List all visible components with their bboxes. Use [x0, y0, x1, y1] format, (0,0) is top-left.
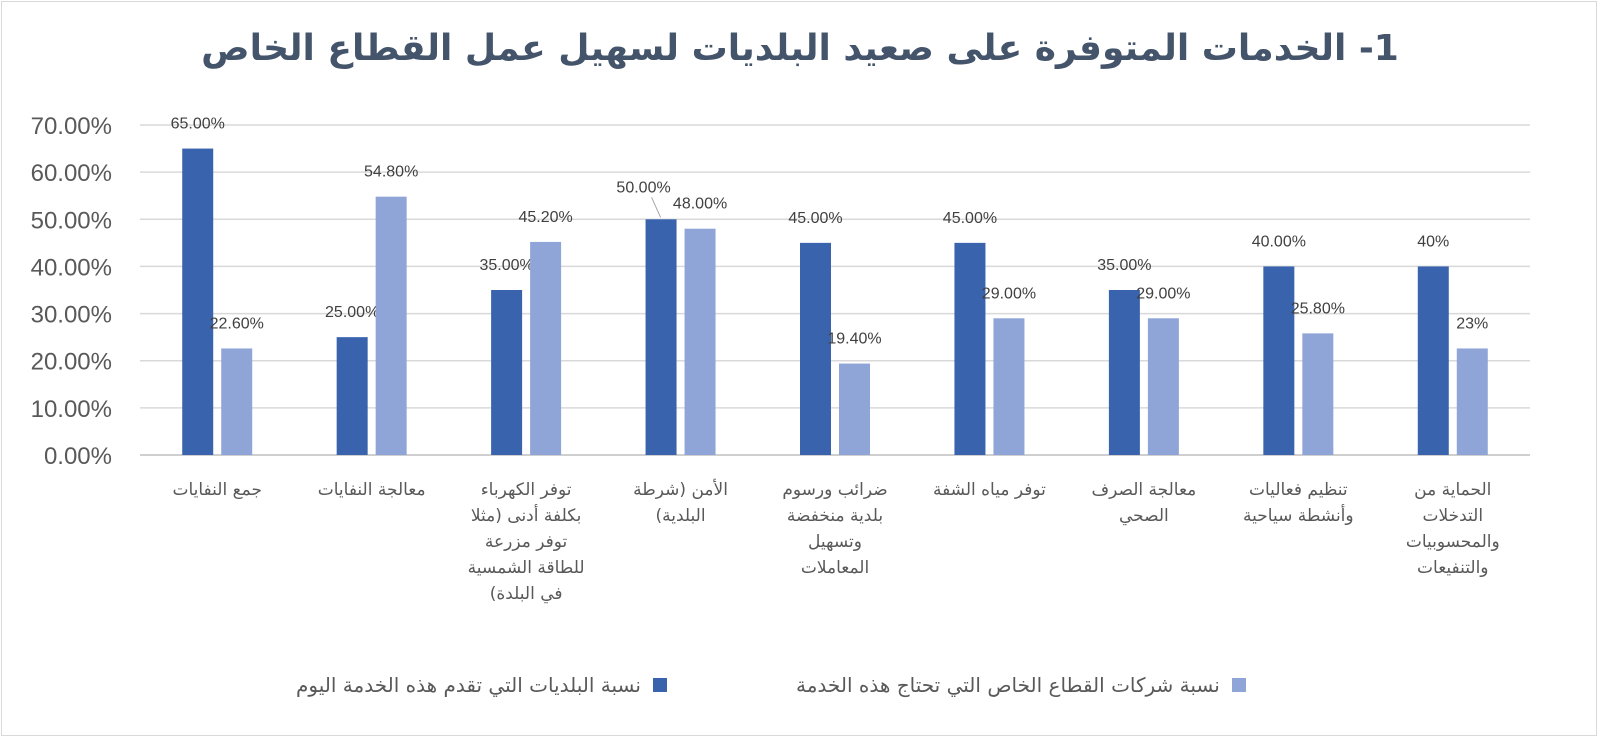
- data-label: 45.00%: [943, 210, 997, 227]
- legend-item-series-2: نسبة شركات القطاع الخاص التي تحتاج هذه ا…: [796, 670, 1246, 700]
- bar-series-2: [684, 228, 716, 455]
- bar-series-2: [530, 241, 562, 455]
- category-label: الصحي: [1119, 506, 1169, 526]
- data-label: 35.00%: [1097, 257, 1151, 274]
- category-label: توفر مياه الشفة: [933, 480, 1046, 500]
- category-label: البلدية): [656, 506, 706, 526]
- y-tick-label: 40.00%: [31, 254, 112, 281]
- chart-title: 1- الخدمات المتوفرة على صعيد البلديات لس…: [201, 28, 1399, 69]
- category-label: الحماية من: [1414, 480, 1491, 500]
- y-tick-label: 30.00%: [31, 302, 112, 329]
- bar-series-1: [800, 242, 831, 455]
- category-label: المعاملات: [801, 558, 869, 578]
- data-label: 50.00%: [616, 179, 670, 196]
- leader-line: [651, 197, 662, 218]
- y-tick-label: 60.00%: [31, 160, 112, 187]
- category-label: توفر الكهرباء: [481, 480, 572, 500]
- y-tick-label: 20.00%: [31, 349, 112, 376]
- bar-series-2: [1456, 348, 1488, 455]
- bar-series-2: [839, 363, 870, 455]
- bar-series-2: [1147, 318, 1179, 455]
- category-label: في البلدة): [490, 584, 563, 604]
- bar-series-1: [1108, 290, 1140, 455]
- legend-item-series-1: نسبة البلديات التي تقدم هذه الخدمة اليوم: [296, 670, 667, 700]
- legend-label-series-1: نسبة البلديات التي تقدم هذه الخدمة اليوم: [296, 673, 641, 697]
- bar-series-1: [1263, 266, 1295, 455]
- data-label: 22.60%: [210, 315, 264, 332]
- bar-series-1: [182, 148, 214, 456]
- bar-series-1: [1417, 266, 1449, 455]
- category-label: بكلفة أدنى (مثلا: [471, 504, 581, 526]
- category-label: توفر مزرعة: [485, 532, 568, 552]
- data-label: 23%: [1456, 315, 1488, 332]
- category-label: وتسهيل: [808, 532, 862, 552]
- bar-series-2: [375, 196, 407, 455]
- bar-series-2: [221, 348, 253, 455]
- data-label: 25.00%: [325, 304, 379, 321]
- bar-series-1: [645, 219, 677, 455]
- category-label: بلدية منخفضة: [787, 506, 883, 526]
- data-label: 45.00%: [788, 210, 842, 227]
- category-label: التدخلات: [1422, 506, 1483, 526]
- category-label: والمحسوبيات: [1406, 532, 1500, 552]
- bar-series-1: [336, 337, 368, 455]
- y-tick-label: 70.00%: [31, 113, 112, 140]
- data-label: 25.80%: [1291, 300, 1345, 317]
- bar-series-1: [954, 242, 986, 455]
- legend-label-series-2: نسبة شركات القطاع الخاص التي تحتاج هذه ا…: [796, 673, 1220, 697]
- bar-series-1: [491, 290, 523, 455]
- bar-series-2: [993, 318, 1025, 455]
- data-label: 48.00%: [673, 196, 727, 213]
- y-tick-label: 50.00%: [31, 207, 112, 234]
- data-label: 29.00%: [1136, 285, 1190, 302]
- category-label: والتنفيعات: [1417, 558, 1489, 578]
- category-label: الأمن (شرطة: [633, 479, 728, 500]
- data-label: 29.00%: [982, 285, 1036, 302]
- data-label: 19.40%: [827, 331, 881, 348]
- category-label: جمع النفايات: [172, 480, 262, 500]
- data-label: 45.20%: [518, 209, 572, 226]
- data-label: 35.00%: [479, 257, 533, 274]
- category-label: ضرائب ورسوم: [782, 480, 887, 500]
- category-label: للطاقة الشمسية: [468, 558, 585, 578]
- data-label: 65.00%: [171, 116, 225, 133]
- y-tick-label: 0.00%: [44, 443, 112, 470]
- bar-series-2: [1302, 333, 1334, 455]
- category-label: تنظيم فعاليات: [1249, 480, 1348, 500]
- category-label: معالجة النفايات: [318, 480, 426, 500]
- data-label: 40%: [1417, 233, 1449, 250]
- legend-swatch-series-1: [652, 678, 667, 692]
- legend-swatch-series-2: [1231, 678, 1246, 692]
- category-label: معالجة الصرف: [1091, 480, 1196, 500]
- data-label: 40.00%: [1252, 233, 1306, 250]
- category-label: وأنشطة سياحية: [1243, 504, 1354, 526]
- y-tick-label: 10.00%: [31, 396, 112, 423]
- data-label: 54.80%: [364, 164, 418, 181]
